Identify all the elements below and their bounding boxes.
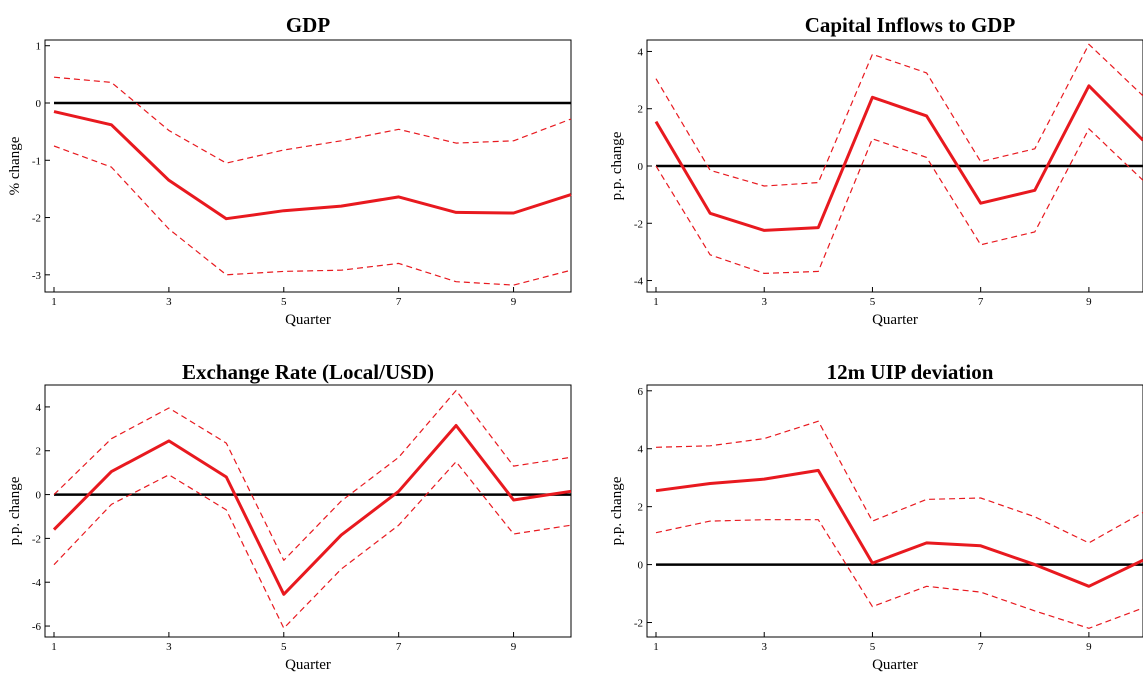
- y-tick-label: 2: [638, 104, 644, 116]
- x-tick-label: 5: [281, 641, 287, 653]
- y-axis-label: % change: [7, 136, 23, 195]
- plot-frame: [44, 39, 572, 293]
- y-tick-label: -2: [634, 618, 643, 630]
- y-tick-label: 4: [638, 444, 644, 456]
- panel-gdp: GDP 1 0 -1 -2 -3 1 3 5 7 9 Quarter % change: [7, 13, 572, 328]
- plot-marks: [52, 389, 572, 629]
- y-tick-label: 0: [638, 161, 644, 173]
- x-tick-label: 3: [166, 641, 172, 653]
- x-axis-label: Quarter: [872, 312, 918, 328]
- y-axis-label: p.p. change: [7, 476, 23, 545]
- x-tick-label: 5: [281, 296, 287, 308]
- x-tick-label: 7: [978, 641, 984, 653]
- plot-marks: [654, 43, 1143, 274]
- x-tick-label: 7: [978, 296, 984, 308]
- y-tick-label: -4: [32, 577, 42, 589]
- x-tick-label: 5: [870, 641, 876, 653]
- y-tick-label: -6: [32, 621, 42, 633]
- y-tick-label: 1: [36, 41, 42, 53]
- y-tick-label: -2: [32, 533, 41, 545]
- x-tick-label: 1: [653, 296, 659, 308]
- y-tick-label: 0: [36, 98, 42, 110]
- panel-title: GDP: [286, 13, 331, 37]
- panel-capital-inflows: Capital Inflows to GDP 4 2 0 -2 -4 1 3 5 7 9 Qua…: [609, 13, 1143, 328]
- x-tick-label: 9: [511, 641, 517, 653]
- y-axis-label: p.p. change: [609, 131, 625, 200]
- y-tick-label: 6: [638, 386, 644, 398]
- x-tick-label: 9: [511, 296, 517, 308]
- series-lower-band: [655, 519, 1143, 629]
- x-axis: 1 3 5 7 9: [51, 287, 517, 308]
- y-tick-label: -4: [634, 276, 644, 288]
- x-tick-label: 5: [870, 296, 876, 308]
- series-estimate: [52, 424, 572, 596]
- y-axis-label: p.p. change: [609, 476, 625, 545]
- x-tick-label: 1: [51, 641, 57, 653]
- y-tick-label: 2: [638, 502, 644, 514]
- y-axis: 4 2 0 -2 -4 -6: [32, 402, 50, 633]
- x-axis-label: Quarter: [285, 312, 331, 328]
- y-tick-label: 4: [36, 402, 42, 414]
- plot-frame: [646, 384, 1143, 638]
- y-tick-label: 4: [638, 46, 644, 58]
- x-tick-label: 7: [396, 641, 402, 653]
- series-lower-band: [53, 145, 572, 286]
- x-axis: 1 3 5 7 9: [51, 632, 517, 653]
- x-tick-label: 3: [761, 296, 767, 308]
- x-tick-label: 1: [51, 296, 57, 308]
- series-estimate: [654, 84, 1143, 232]
- y-tick-label: -2: [634, 218, 643, 230]
- panel-title: 12m UIP deviation: [827, 360, 994, 384]
- y-tick-label: 0: [36, 490, 42, 502]
- series-upper-band: [655, 43, 1143, 187]
- series-estimate: [655, 468, 1143, 588]
- series-upper-band: [53, 389, 572, 561]
- y-tick-label: 0: [638, 560, 644, 572]
- y-tick-label: -1: [32, 155, 41, 167]
- y-tick-label: -2: [32, 213, 41, 225]
- x-tick-label: 1: [653, 641, 659, 653]
- series-lower-band: [53, 461, 572, 629]
- panel-uip-deviation: 12m UIP deviation 6 4 2 0 -2 1 3 5 7 9 Quarter p…: [609, 360, 1143, 673]
- panel-exchange-rate: Exchange Rate (Local/USD) 4 2 0 -2 -4 -6 1 3 5 7…: [7, 360, 572, 673]
- x-axis: 1 3 5 7 9: [653, 287, 1092, 308]
- x-tick-label: 7: [396, 296, 402, 308]
- plot-marks: [53, 76, 572, 286]
- y-axis: 6 4 2 0 -2: [634, 386, 652, 630]
- series-upper-band: [655, 420, 1143, 544]
- x-tick-label: 3: [761, 641, 767, 653]
- plot-marks: [655, 420, 1143, 629]
- x-axis-label: Quarter: [872, 657, 918, 673]
- y-axis: 1 0 -1 -2 -3: [32, 41, 50, 282]
- y-axis: 4 2 0 -2 -4: [634, 46, 652, 288]
- panel-title: Exchange Rate (Local/USD): [182, 360, 434, 384]
- x-tick-label: 9: [1086, 296, 1092, 308]
- x-tick-label: 3: [166, 296, 172, 308]
- series-upper-band: [53, 76, 572, 164]
- x-tick-label: 9: [1086, 641, 1092, 653]
- y-tick-label: -3: [32, 270, 42, 282]
- series-lower-band: [655, 128, 1143, 274]
- plot-frame: [44, 384, 572, 638]
- series-estimate: [53, 110, 572, 221]
- x-axis: 1 3 5 7 9: [653, 632, 1092, 653]
- x-axis-label: Quarter: [285, 657, 331, 673]
- y-tick-label: 2: [36, 446, 42, 458]
- panel-title: Capital Inflows to GDP: [805, 13, 1016, 37]
